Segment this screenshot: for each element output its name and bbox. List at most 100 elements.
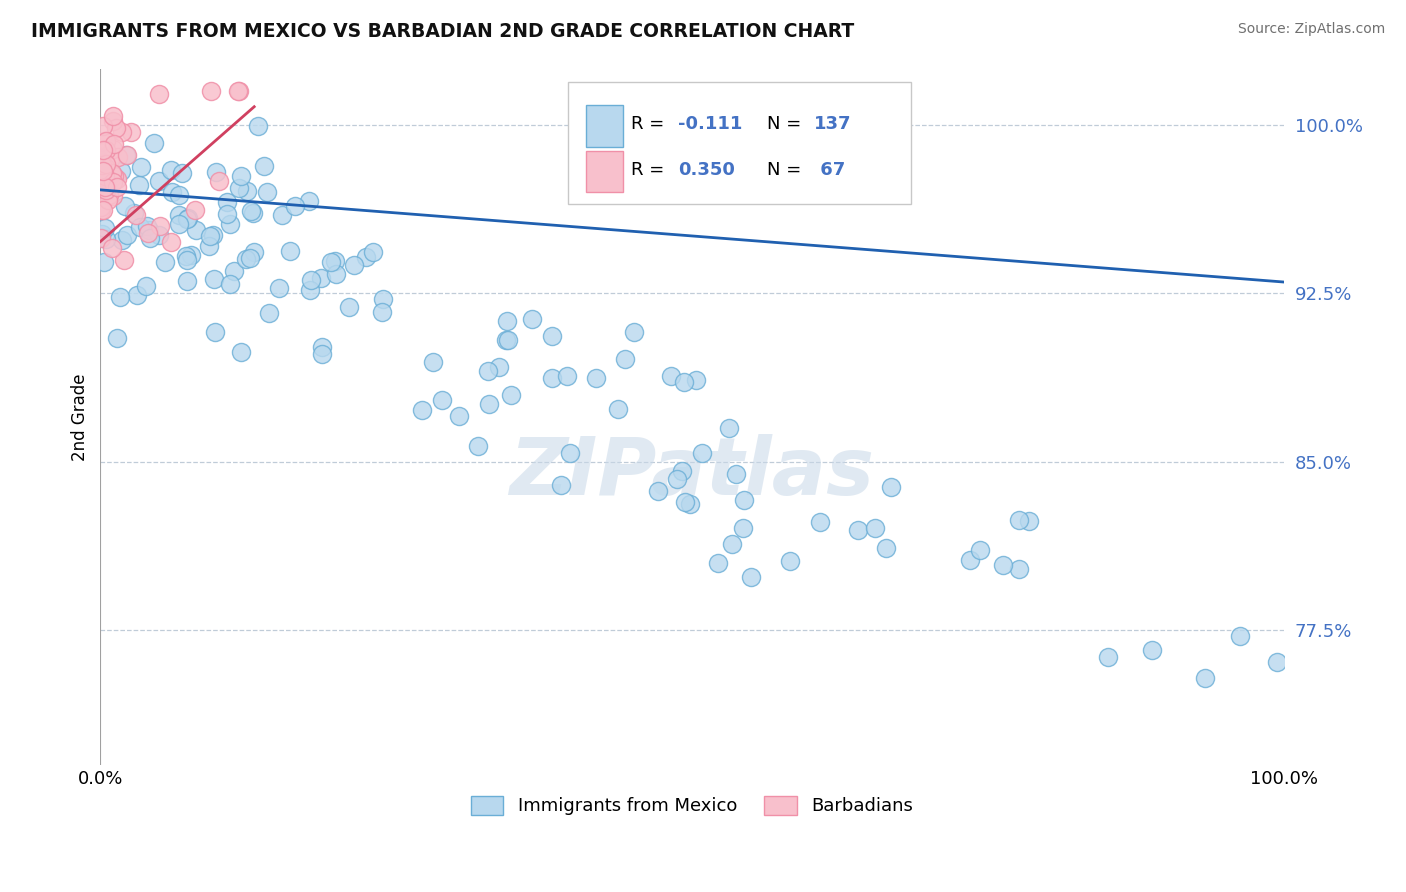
Text: IMMIGRANTS FROM MEXICO VS BARBADIAN 2ND GRADE CORRELATION CHART: IMMIGRANTS FROM MEXICO VS BARBADIAN 2ND … [31,22,855,41]
Point [231,345,253,359]
Point [91,156,114,170]
Point [311,347,333,361]
Point [733,493,755,508]
Point [228,180,250,194]
Point [215,194,238,209]
Point [93,185,115,199]
Point [319,255,342,269]
Point [299,272,322,286]
Point [176,274,198,288]
Point [198,229,221,244]
Point [129,219,152,234]
Point [204,325,226,339]
Point [495,314,517,328]
Point [101,189,124,203]
FancyBboxPatch shape [568,82,911,204]
FancyBboxPatch shape [585,151,623,192]
Point [520,312,543,326]
Point [226,84,249,98]
Point [270,208,292,222]
Point [101,241,124,255]
Point [90,178,112,192]
Point [177,211,200,226]
Point [343,258,366,272]
Point [110,164,132,178]
Point [107,150,129,164]
Point [93,160,115,174]
Text: N =: N = [766,161,807,178]
Text: 0.350: 0.350 [678,161,735,178]
Point [96,179,118,194]
Point [93,171,115,186]
Point [90,200,112,214]
Point [153,255,176,269]
Point [98,153,121,168]
Point [167,217,190,231]
Point [89,175,111,189]
Point [256,186,278,200]
Point [498,333,520,347]
Text: N =: N = [766,115,807,133]
Point [298,283,321,297]
Point [235,252,257,266]
Point [93,255,115,269]
Point [101,113,124,128]
Point [623,325,645,339]
Point [105,180,128,194]
Text: -0.111: -0.111 [678,115,742,133]
Point [167,187,190,202]
Point [371,304,394,318]
Point [138,223,160,237]
Point [93,135,115,149]
Point [721,537,744,551]
Point [139,231,162,245]
Point [733,521,755,535]
Point [1229,629,1251,643]
Point [94,180,117,194]
Point [103,136,125,151]
Point [422,355,444,369]
Point [880,480,903,494]
Point [101,142,124,156]
Point [555,369,578,384]
Point [197,239,219,253]
Point [96,184,118,198]
Point [253,160,276,174]
Point [120,125,142,139]
Point [142,136,165,150]
Point [97,170,120,185]
Point [90,231,112,245]
Point [467,439,489,453]
Point [501,388,523,402]
Point [101,175,124,189]
Point [160,185,183,199]
Point [115,227,138,242]
Point [284,199,307,213]
Point [673,495,696,509]
Point [550,478,572,492]
Point [541,329,564,343]
Point [993,558,1015,572]
Point [690,446,713,460]
Point [311,340,333,354]
Point [235,185,257,199]
Point [969,543,991,558]
Point [105,121,128,136]
Point [91,202,114,217]
Point [1008,513,1031,527]
Point [278,244,301,259]
Text: R =: R = [630,115,669,133]
Point [240,203,263,218]
Point [325,267,347,281]
Point [228,84,250,98]
Point [98,187,121,202]
Point [239,251,262,265]
Y-axis label: 2nd Grade: 2nd Grade [72,373,89,460]
Point [808,515,831,529]
Point [205,165,228,179]
Point [354,250,377,264]
Point [160,163,183,178]
Point [740,569,762,583]
Point [111,125,134,139]
Point [337,300,360,314]
